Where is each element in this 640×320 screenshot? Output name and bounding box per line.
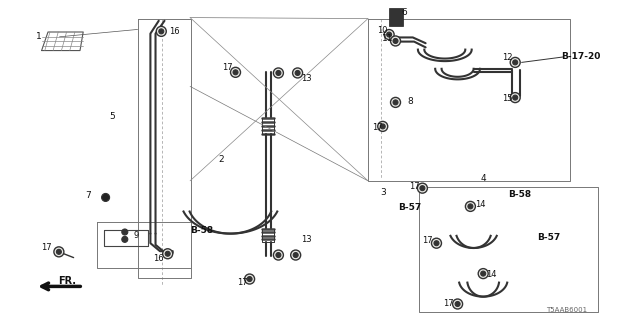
Text: 17: 17 [222, 63, 232, 72]
Circle shape [513, 95, 518, 100]
Text: 17: 17 [410, 182, 420, 191]
Circle shape [165, 251, 170, 256]
Circle shape [273, 250, 284, 260]
Text: 8: 8 [407, 97, 413, 106]
Circle shape [56, 249, 61, 254]
Text: 16: 16 [169, 27, 179, 36]
Circle shape [293, 252, 298, 258]
Text: 17: 17 [422, 236, 433, 245]
Text: 4: 4 [481, 174, 486, 183]
Text: 3: 3 [380, 188, 385, 197]
Circle shape [390, 36, 401, 46]
Text: 2: 2 [218, 156, 223, 164]
Text: 11: 11 [382, 34, 394, 43]
Circle shape [122, 229, 128, 235]
Circle shape [393, 100, 398, 105]
Text: T5AAB6001: T5AAB6001 [546, 307, 587, 313]
Circle shape [510, 57, 520, 68]
Text: 12: 12 [502, 53, 513, 62]
Text: 14: 14 [486, 270, 497, 279]
Text: B-58: B-58 [508, 190, 531, 199]
Text: 17: 17 [372, 124, 383, 132]
Circle shape [420, 186, 425, 191]
Text: 6: 6 [402, 8, 407, 17]
Circle shape [247, 276, 252, 282]
Circle shape [455, 301, 460, 307]
Circle shape [273, 68, 284, 78]
Circle shape [292, 68, 303, 78]
Circle shape [434, 241, 439, 246]
Circle shape [390, 97, 401, 108]
Circle shape [510, 92, 520, 103]
Circle shape [230, 67, 241, 77]
Text: FR.: FR. [58, 276, 76, 286]
Text: 16: 16 [154, 254, 164, 263]
Text: 9: 9 [134, 231, 139, 240]
Text: 5: 5 [109, 112, 115, 121]
Circle shape [513, 60, 518, 65]
Text: 17: 17 [237, 278, 247, 287]
Circle shape [54, 247, 64, 257]
Circle shape [478, 268, 488, 279]
Circle shape [393, 38, 398, 44]
Text: B-57: B-57 [398, 203, 421, 212]
Circle shape [291, 250, 301, 260]
Circle shape [417, 183, 428, 193]
Circle shape [122, 236, 128, 242]
Text: B-58: B-58 [190, 226, 213, 235]
Circle shape [468, 204, 473, 209]
Circle shape [156, 26, 166, 36]
Text: B-57: B-57 [538, 233, 561, 242]
Text: 17: 17 [443, 300, 453, 308]
Circle shape [102, 193, 109, 202]
Circle shape [233, 70, 238, 75]
Circle shape [431, 238, 442, 248]
Text: 10: 10 [377, 26, 387, 35]
Circle shape [380, 124, 385, 129]
Circle shape [387, 32, 392, 37]
Circle shape [244, 274, 255, 284]
Bar [389, 8, 403, 26]
Circle shape [378, 121, 388, 132]
Circle shape [276, 252, 281, 258]
Circle shape [481, 271, 486, 276]
Text: 1: 1 [36, 32, 41, 41]
Circle shape [384, 29, 394, 40]
Text: 15: 15 [502, 94, 513, 103]
Circle shape [276, 70, 281, 76]
Text: 14: 14 [475, 200, 485, 209]
Circle shape [465, 201, 476, 212]
Circle shape [159, 29, 164, 34]
Text: B-17-20: B-17-20 [561, 52, 601, 61]
Text: 13: 13 [301, 74, 311, 83]
Text: 17: 17 [41, 243, 51, 252]
Text: 13: 13 [301, 235, 311, 244]
Circle shape [163, 249, 173, 259]
Text: 7: 7 [86, 191, 91, 200]
Circle shape [295, 70, 300, 76]
Circle shape [452, 299, 463, 309]
